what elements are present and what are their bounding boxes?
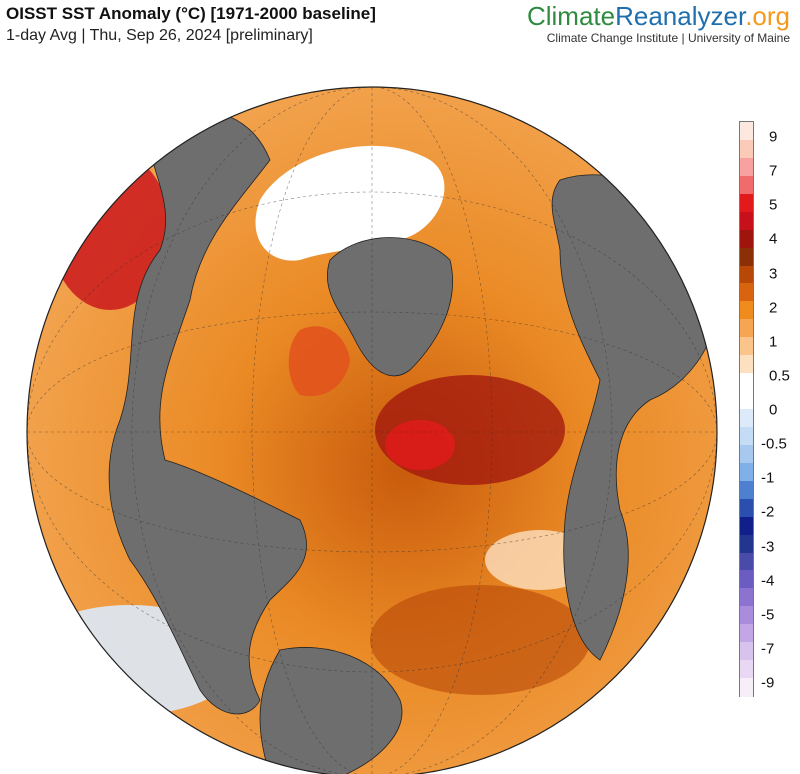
colorbar-tick-label: -0.5 — [761, 435, 787, 453]
colorbar-segment — [740, 265, 753, 284]
greenland-land — [326, 237, 453, 377]
globe-outline — [26, 86, 718, 774]
colorbar-segment — [740, 624, 753, 643]
colorbar-segment — [740, 678, 753, 697]
colorbar-segment — [740, 516, 753, 536]
colorbar-tick-label: -2 — [761, 503, 775, 521]
warm-anomaly-south-atlantic — [370, 585, 590, 695]
map-subtitle: 1-day Avg | Thu, Sep 26, 2024 [prelimina… — [6, 27, 313, 44]
graticule — [27, 87, 717, 774]
colorbar-tick-label: 0 — [769, 401, 778, 419]
colorbar-tick-label: 2 — [769, 299, 778, 317]
colorbar-segment — [740, 247, 753, 266]
colorbar-segment — [740, 355, 753, 374]
colorbar-segment — [740, 570, 753, 589]
colorbar — [739, 121, 754, 697]
colorbar-segment — [740, 337, 753, 356]
south-america-land — [259, 647, 403, 774]
colorbar-segment — [740, 480, 753, 500]
colorbar-segment — [740, 229, 753, 249]
colorbar-segment — [740, 426, 753, 446]
colorbar-tick-label: 3 — [769, 265, 778, 282]
colorbar-tick-label: -5 — [761, 606, 775, 624]
colorbar-tick-label: -4 — [761, 572, 775, 590]
colorbar-tick-label: -1 — [761, 469, 775, 487]
colorbar-segment — [740, 498, 753, 518]
colorbar-segment — [740, 373, 753, 392]
colorbar-segment — [740, 157, 753, 177]
brand-wordmark: ClimateReanalyzer.org — [526, 1, 790, 31]
colorbar-segment — [740, 534, 753, 553]
europe-africa-land — [551, 174, 717, 661]
colorbar-segment — [740, 444, 753, 464]
colorbar-segment — [740, 193, 753, 213]
colorbar-tick-label: -7 — [761, 640, 775, 658]
hot-anomaly-labrador — [385, 420, 455, 470]
colorbar-segment — [740, 283, 753, 302]
colorbar-segment — [740, 660, 753, 679]
colorbar-segment — [740, 552, 753, 571]
colorbar-segment — [740, 122, 753, 141]
colorbar-segment — [740, 139, 753, 159]
colorbar-tick-label: 5 — [769, 196, 778, 214]
hudson-bay-anomaly — [288, 326, 350, 397]
colorbar-tick-label: -3 — [761, 538, 775, 555]
colorbar-segment — [740, 175, 753, 195]
colorbar-tick-label: 4 — [769, 230, 778, 248]
colorbar-segment — [740, 391, 753, 410]
brand-tagline: Climate Change Institute | University of… — [546, 31, 790, 45]
colorbar-tick-label: 9 — [769, 128, 778, 146]
brand-logo[interactable]: ClimateReanalyzer.org Climate Change Ins… — [527, 2, 790, 45]
map-title: OISST SST Anomaly (°C) [1971-2000 baseli… — [6, 4, 376, 23]
colorbar-segment — [740, 409, 753, 428]
colorbar-segment — [740, 642, 753, 661]
colorbar-segment — [740, 588, 753, 607]
colorbar-segment — [740, 606, 753, 625]
colorbar-segment — [740, 462, 753, 482]
north-america-land — [108, 109, 307, 715]
colorbar-tick-label: 0.5 — [769, 367, 790, 385]
colorbar-segment — [740, 301, 753, 320]
colorbar-tick-label: 7 — [769, 162, 778, 180]
colorbar-segment — [740, 319, 753, 338]
colorbar-tick-label: -9 — [761, 674, 775, 692]
arctic-sea-ice — [255, 145, 445, 261]
colorbar-segment — [740, 211, 753, 231]
colorbar-tick-label: 1 — [769, 333, 778, 351]
